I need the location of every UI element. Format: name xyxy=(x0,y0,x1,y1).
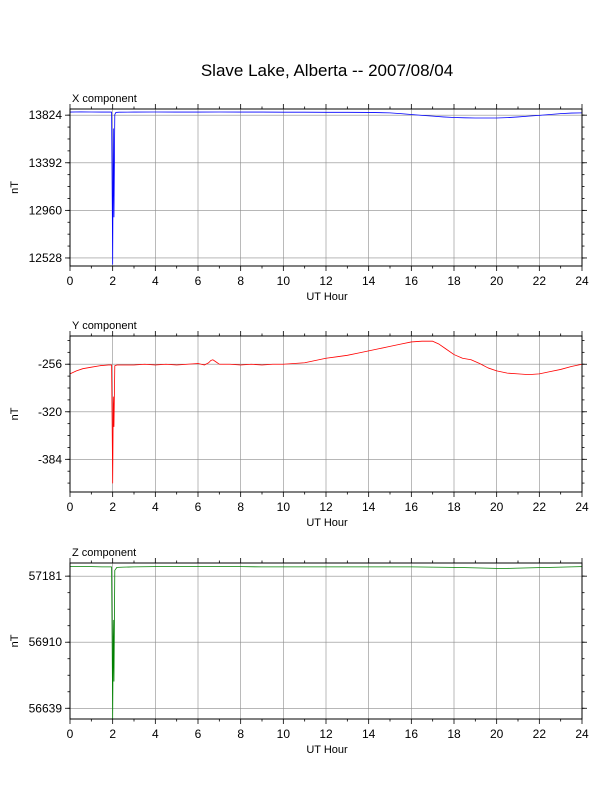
plot-frame xyxy=(69,108,583,267)
x-tick-label: 12 xyxy=(319,727,333,741)
x-tick-label: 24 xyxy=(575,274,589,288)
z-component-series-line xyxy=(70,566,583,719)
y-tick-label: 13392 xyxy=(29,156,63,170)
x-tick-label: 14 xyxy=(362,500,376,514)
x-tick-label: 6 xyxy=(195,500,202,514)
x-tick-label: 20 xyxy=(490,274,504,288)
y-axis-label: nT xyxy=(9,407,21,420)
x-tick-label: 0 xyxy=(67,500,74,514)
x-tick-label: 8 xyxy=(237,500,244,514)
component-label: X component xyxy=(72,93,137,105)
x-axis-label: UT Hour xyxy=(306,517,348,529)
y-tick-label: -320 xyxy=(38,405,62,419)
x-tick-label: 8 xyxy=(237,727,244,741)
y-tick-label: -256 xyxy=(38,357,62,371)
x-tick-label: 6 xyxy=(195,274,202,288)
component-panels: 0 2 4 6 8 10 12 14 16 18 20 22 241252812960133921382… xyxy=(9,93,589,756)
x-tick-label: 12 xyxy=(319,500,333,514)
x-tick-label: 16 xyxy=(405,274,419,288)
x-tick-label: 16 xyxy=(405,500,419,514)
x-tick-label: 12 xyxy=(319,274,333,288)
x-axis-label: UT Hour xyxy=(306,291,348,303)
x-tick-label: 2 xyxy=(109,727,116,741)
x-tick-label: 14 xyxy=(362,274,376,288)
x-tick-label: 8 xyxy=(237,274,244,288)
x-tick-label: 22 xyxy=(533,274,547,288)
x-tick-label: 24 xyxy=(575,727,589,741)
y-axis-label: nT xyxy=(9,634,21,647)
y-tick-label: -384 xyxy=(38,452,62,466)
x-tick-label: 14 xyxy=(362,727,376,741)
x-tick-label: 20 xyxy=(490,727,504,741)
y-axis-label: nT xyxy=(9,181,21,194)
panel-x-component: 0 2 4 6 8 10 12 14 16 18 20 22 241252812960133921382… xyxy=(9,93,589,303)
x-tick-label: 20 xyxy=(490,500,504,514)
x-tick-label: 6 xyxy=(195,727,202,741)
chart-title: Slave Lake, Alberta -- 2007/08/04 xyxy=(201,61,453,80)
x-tick-label: 2 xyxy=(109,500,116,514)
plot-frame xyxy=(69,562,583,720)
component-label: Z component xyxy=(72,547,136,559)
y-tick-label: 56639 xyxy=(29,701,63,715)
x-tick-label: 18 xyxy=(447,500,461,514)
x-tick-label: 10 xyxy=(277,500,291,514)
y-component-series-line xyxy=(69,340,583,484)
y-tick-label: 57181 xyxy=(29,569,63,583)
x-tick-label: 10 xyxy=(277,727,291,741)
x-tick-label: 2 xyxy=(109,274,116,288)
x-tick-label: 18 xyxy=(447,727,461,741)
x-tick-label: 18 xyxy=(447,274,461,288)
x-tick-label: 4 xyxy=(152,727,159,741)
plot-frame xyxy=(69,335,583,493)
y-tick-label: 56910 xyxy=(29,635,63,649)
y-tick-label: 12960 xyxy=(29,203,63,217)
x-tick-label: 24 xyxy=(575,500,589,514)
x-tick-label: 4 xyxy=(152,274,159,288)
x-tick-label: 10 xyxy=(277,274,291,288)
x-tick-label: 0 xyxy=(67,727,74,741)
x-tick-label: 4 xyxy=(152,500,159,514)
x-tick-label: 22 xyxy=(533,500,547,514)
component-label: Y component xyxy=(72,320,137,332)
x-tick-label: 0 xyxy=(67,274,74,288)
y-tick-label: 12528 xyxy=(29,251,63,265)
x-tick-label: 16 xyxy=(405,727,419,741)
y-tick-label: 13824 xyxy=(29,108,63,122)
x-tick-label: 22 xyxy=(533,727,547,741)
x-axis-label: UT Hour xyxy=(306,744,348,756)
x-component-series-line xyxy=(69,111,583,265)
